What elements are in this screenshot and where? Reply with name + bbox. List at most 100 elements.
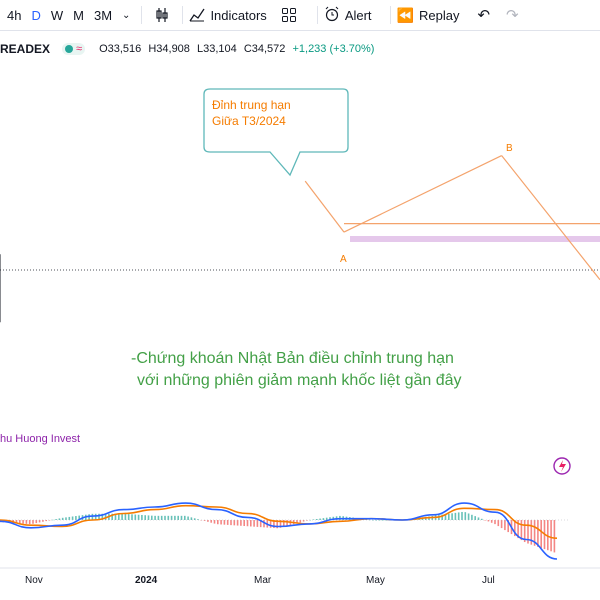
macd-hist-bar <box>164 515 166 520</box>
close-value: C34,572 <box>243 43 286 55</box>
macd-hist-bar <box>55 519 57 520</box>
macd-hist-bar <box>355 517 358 520</box>
support-zone <box>350 236 600 242</box>
timeframe-d[interactable]: D <box>31 7 41 23</box>
macd-hist-bar <box>9 520 11 523</box>
symbol-name[interactable]: READEX <box>0 42 51 56</box>
macd-hist-bar <box>233 520 236 526</box>
macd-hist-bar <box>276 520 278 529</box>
symbol-info-bar: READEX ≈ O33,516 H34,908 L33,104 C34,572… <box>0 38 378 60</box>
top-toolbar: 4h D W M 3M ⌄ Indicators Alert ⏪ Replay … <box>0 0 600 31</box>
macd-hist-bar <box>507 520 509 533</box>
macd-hist-bar <box>335 516 338 520</box>
macd-hist-bar <box>349 517 351 520</box>
macd-hist-bar <box>81 515 84 520</box>
chevron-down-icon[interactable]: ⌄ <box>122 9 131 21</box>
macd-hist-bar <box>85 514 87 520</box>
macd-hist-bar <box>279 520 282 528</box>
redo-icon[interactable]: ↷ <box>506 7 519 24</box>
macd-hist-bar <box>319 518 321 520</box>
macd-hist-bar <box>61 517 64 520</box>
macd-hist-bar <box>457 512 460 520</box>
macd-hist-bar <box>292 520 295 525</box>
macd-hist-bar <box>434 515 437 520</box>
macd-hist-bar <box>190 517 193 520</box>
macd-hist-bar <box>256 520 259 527</box>
macd-hist-bar <box>104 513 107 520</box>
macd-hist-bar <box>289 520 292 526</box>
layout-grid-icon[interactable] <box>281 7 297 23</box>
change-value: +1,233 (+3.70%) <box>292 43 375 55</box>
macd-hist-bar <box>71 516 74 520</box>
macd-hist-bar <box>550 520 552 552</box>
time-axis: Nov 2024 Mar May Jul <box>25 575 495 586</box>
macd-hist-bar <box>203 520 206 521</box>
macd-hist-bar <box>461 511 463 520</box>
macd-hist-bar <box>372 520 374 521</box>
trendline <box>343 155 502 233</box>
callout-line-1: Đỉnh trung hạn <box>212 98 291 112</box>
macd-hist-bar <box>174 515 176 520</box>
toolbar-divider <box>141 6 143 24</box>
macd-hist-bar <box>210 520 212 523</box>
callout-line-2: Giữa T3/2024 <box>212 114 286 128</box>
macd-hist-bar <box>467 513 470 520</box>
macd-hist-bar <box>481 518 483 520</box>
macd-hist-bar <box>226 520 229 525</box>
lightning-icon[interactable] <box>553 457 571 475</box>
callout-bubble <box>203 88 349 177</box>
macd-hist-bar <box>200 520 203 521</box>
macd-hist-bar <box>243 520 245 527</box>
ohlc-values: O33,516 H34,908 L33,104 C34,572 +1,233 (… <box>99 43 378 55</box>
macd-hist-bar <box>421 517 424 520</box>
replay-label: Replay <box>418 7 460 23</box>
macd-hist-bar <box>500 520 503 529</box>
macd-hist-bar <box>180 515 183 520</box>
macd-hist-bar <box>94 513 97 520</box>
macd-hist-bar <box>444 514 447 520</box>
macd-hist-bar <box>124 513 127 520</box>
macd-hist-bar <box>302 520 305 522</box>
timeframe-m[interactable]: M <box>73 7 84 23</box>
macd-hist-bar <box>108 513 110 520</box>
macd-hist-bar <box>523 520 526 543</box>
macd-hist-bar <box>19 520 21 524</box>
macd-hist-bar <box>5 520 8 523</box>
undo-icon[interactable]: ↶ <box>477 7 491 24</box>
macd-hist-bar <box>246 520 249 527</box>
macd-hist-bar <box>147 515 150 520</box>
indicators-button[interactable]: Indicators <box>189 6 267 25</box>
macd-lines <box>0 502 558 560</box>
macd-hist-bar <box>213 520 216 524</box>
macd-hist-bar <box>91 513 94 520</box>
macd-hist-bar <box>223 520 226 525</box>
macd-hist-bar <box>0 520 1 523</box>
market-status-badge[interactable]: ≈ <box>62 43 86 55</box>
replay-button[interactable]: ⏪ Replay <box>397 7 460 24</box>
macd-hist-bar <box>306 520 308 521</box>
candlestick-icon[interactable] <box>154 7 170 23</box>
alert-button[interactable]: Alert <box>324 6 372 25</box>
timeframe-3m[interactable]: 3M <box>93 7 113 23</box>
macd-hist-bar <box>451 513 453 520</box>
macd-hist-bar <box>263 520 265 528</box>
macd-hist-bar <box>530 520 533 545</box>
macd-hist-bar <box>411 518 414 520</box>
macd-hist-bar <box>187 516 189 520</box>
macd-hist-bar <box>286 520 288 527</box>
watermark-text: hu Huong Invest <box>0 433 80 445</box>
macd-hist-bar <box>375 520 377 521</box>
macd-hist-bar <box>547 520 549 551</box>
x-tick-label: 2024 <box>135 575 158 586</box>
macd-hist-bar <box>312 519 315 520</box>
macd-hist-bar <box>269 520 272 528</box>
toolbar-divider <box>389 6 391 24</box>
macd-hist-bar <box>68 516 71 520</box>
timeframe-w[interactable]: W <box>50 7 64 23</box>
macd-hist-bar <box>368 519 371 521</box>
macd-hist-bar <box>543 520 546 550</box>
timeframe-4h[interactable]: 4h <box>7 7 22 23</box>
macd-hist-bar <box>22 520 24 524</box>
macd-hist-bar <box>217 520 219 525</box>
